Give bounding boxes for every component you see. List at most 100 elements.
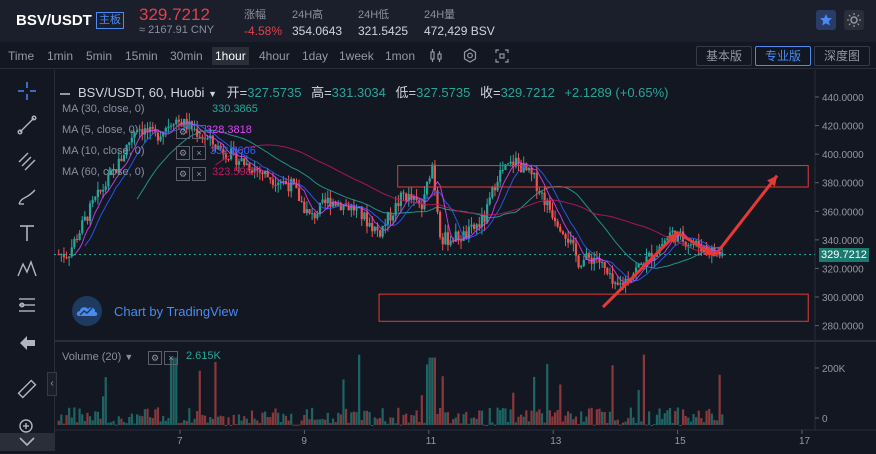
time-tick-label: 9 xyxy=(301,436,307,447)
collapse-toolbar-button[interactable] xyxy=(0,433,54,451)
volume-bar xyxy=(436,414,439,425)
volume-bar xyxy=(62,423,66,425)
candle-body xyxy=(527,167,531,171)
volume-bar xyxy=(671,422,674,425)
volume-bar xyxy=(666,410,669,425)
volume-bar xyxy=(68,407,71,425)
legend-dropdown-icon[interactable]: ▼ xyxy=(208,89,217,99)
ruler-icon[interactable] xyxy=(12,376,42,402)
interval-1week[interactable]: 1week xyxy=(339,49,374,63)
interval-1day[interactable]: 1day xyxy=(302,49,329,63)
arrow-shaft xyxy=(713,174,779,257)
candle-body xyxy=(486,204,489,223)
resistance-box xyxy=(397,165,809,188)
candle-body xyxy=(172,124,175,126)
volume-bar xyxy=(616,419,619,425)
volume-bar xyxy=(501,408,504,425)
candle-body xyxy=(394,203,397,216)
candle-body xyxy=(585,253,588,260)
scroll-left-handle[interactable]: ‹ xyxy=(47,372,57,396)
volume-bar xyxy=(689,421,693,425)
candle-body xyxy=(130,137,133,143)
fullscreen-icon[interactable] xyxy=(493,47,511,65)
zoom-in-icon[interactable] xyxy=(12,414,42,440)
view-depth-button[interactable]: 深度图 xyxy=(814,46,870,66)
ma60-settings-icon[interactable]: ⚙ xyxy=(176,167,190,181)
candle-body xyxy=(373,226,376,232)
ma10-settings-icon[interactable]: ⚙ xyxy=(176,146,190,160)
pair-title[interactable]: BSV/USDT xyxy=(16,12,92,29)
text-tool-icon[interactable] xyxy=(12,220,42,246)
arrow-head xyxy=(666,232,678,244)
interval-1hour[interactable]: 1hour xyxy=(212,47,249,65)
ma60-close-icon[interactable]: × xyxy=(192,167,206,181)
price-tick-label: 300.0000 xyxy=(822,293,864,304)
candle-body xyxy=(279,182,282,184)
interval-15min[interactable]: 15min xyxy=(125,49,158,63)
volume-bar xyxy=(467,423,470,425)
candle-body xyxy=(475,224,478,229)
candle-body xyxy=(269,177,272,180)
volume-close-icon[interactable]: × xyxy=(164,351,178,365)
parallel-lines-icon[interactable] xyxy=(12,148,42,174)
interval-5min[interactable]: 5min xyxy=(86,49,113,63)
theme-sun-icon[interactable] xyxy=(844,10,864,30)
interval-4hour[interactable]: 4hour xyxy=(259,49,290,63)
volume-bar xyxy=(352,411,356,425)
volume-bar xyxy=(715,420,719,425)
favorite-star-icon[interactable] xyxy=(816,10,836,30)
volume-bar xyxy=(331,418,335,425)
volume-bar xyxy=(533,376,536,425)
price-tick-label: 280.0000 xyxy=(822,322,864,333)
candle-body xyxy=(530,167,533,175)
back-arrow-icon[interactable] xyxy=(12,330,42,356)
candle-body xyxy=(412,197,416,200)
ma5-settings-icon[interactable]: ⚙ xyxy=(176,125,190,139)
interval-time[interactable]: Time xyxy=(8,49,35,63)
tradingview-watermark[interactable]: Chart by TradingView xyxy=(70,296,260,326)
volume-bar xyxy=(512,392,515,425)
ma10-close-icon[interactable]: × xyxy=(192,146,206,160)
view-pro-button[interactable]: 专业版 xyxy=(755,46,811,66)
candle-body xyxy=(543,192,546,206)
chart-type-icon[interactable] xyxy=(427,47,445,65)
candle-body xyxy=(78,233,81,240)
collapse-legend-icon[interactable] xyxy=(60,92,70,95)
candle-body xyxy=(112,169,115,171)
brush-icon[interactable] xyxy=(12,184,42,210)
trend-line-icon[interactable] xyxy=(12,112,42,138)
interval-30min[interactable]: 30min xyxy=(170,49,203,63)
volume-bar xyxy=(577,424,580,426)
view-basic-button[interactable]: 基本版 xyxy=(696,46,752,66)
interval-1min[interactable]: 1min xyxy=(47,49,74,63)
pattern-tool-icon[interactable] xyxy=(12,256,42,282)
volume-settings-icon[interactable]: ⚙ xyxy=(148,351,162,365)
price-tick-label: 420.0000 xyxy=(822,122,864,133)
volume-label-text: Volume (20) xyxy=(62,351,122,363)
fib-retracement-icon[interactable] xyxy=(12,292,42,318)
volume-bar xyxy=(695,417,698,425)
volume-bar xyxy=(355,412,358,425)
settings-gear-icon[interactable] xyxy=(461,47,479,65)
candle-body xyxy=(167,126,170,128)
candle-body xyxy=(457,231,460,241)
candle-body xyxy=(185,118,188,130)
volume-bar xyxy=(146,408,149,425)
ma5-close-icon[interactable]: × xyxy=(192,125,206,139)
candle-body xyxy=(608,273,612,275)
candle-body xyxy=(551,209,554,218)
candle-body xyxy=(522,163,525,173)
volume-bar xyxy=(75,422,79,425)
candle-body xyxy=(671,230,674,233)
volume-dropdown-icon[interactable]: ▼ xyxy=(124,352,134,362)
price-tick-label: 380.0000 xyxy=(822,179,864,190)
volume-bar xyxy=(167,417,170,425)
candle-body xyxy=(684,241,687,247)
candle-body xyxy=(240,158,243,162)
volume-bar xyxy=(405,413,408,425)
volume-bar xyxy=(235,423,238,425)
crosshair-icon[interactable] xyxy=(12,78,42,104)
interval-1mon[interactable]: 1mon xyxy=(385,49,416,63)
volume-bar xyxy=(543,422,546,425)
